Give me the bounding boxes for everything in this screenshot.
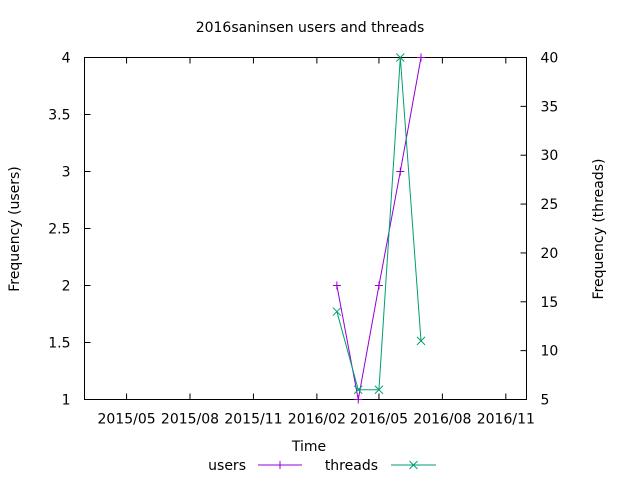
right-y-tick-label: 35 [541,99,559,115]
x-tick-label: 2016/02 [288,412,346,428]
left-y-axis-label: Frequency (users) [7,166,23,292]
right-y-tick-label: 5 [541,393,550,409]
x-tick-label: 2016/05 [350,412,408,428]
legend-marker-users [276,461,284,469]
threads-series-line [336,57,422,391]
threads-data-point [353,385,363,395]
threads-data-point [416,336,426,346]
marker-stroke [395,53,405,62]
x-tick-label: 2015/05 [97,412,155,428]
marker-stroke [416,336,426,346]
x-tick-label: 2016/08 [413,412,471,428]
users-data-point [416,53,425,62]
right-y-axis-label: Frequency (threads) [591,159,607,300]
marker-stroke [332,307,342,316]
threads-data-point [395,53,405,62]
users-data-point [374,281,383,290]
users-series-line [336,57,422,400]
series-layer [332,53,426,404]
users-data-point [354,395,363,404]
axes: 2015/05 2015/08 2015/11 2016/02 2016/05 2016/… [48,51,558,428]
left-y-tick-label: 3.5 [48,108,70,124]
left-y-tick-label: 1 [62,393,71,409]
legend-marker-threads [409,460,418,470]
right-y-tick-label: 20 [541,246,559,262]
left-y-tick-label: 2.5 [48,222,70,238]
left-y-tick-label: 2 [62,279,71,295]
x-tick-label: 2016/11 [477,412,535,428]
marker-stroke [374,385,384,395]
right-y-tick-label: 10 [541,344,559,360]
left-y-tick-label: 1.5 [48,336,70,352]
marker-stroke [353,385,363,395]
right-y-tick-label: 30 [541,148,559,164]
x-tick-label: 2015/08 [161,412,219,428]
x-axis-label: Time [291,439,326,455]
left-y-tick-label: 4 [62,51,71,67]
left-y-tick-label: 3 [62,165,71,181]
legend-label-users: users [208,458,246,474]
users-data-point [332,281,341,290]
threads-data-point [332,307,342,316]
right-y-tick-label: 15 [541,295,559,311]
x-tick-label: 2015/11 [224,412,282,428]
marker-stroke [409,460,418,470]
legend-label-threads: threads [325,458,378,474]
legend: users threads [208,458,436,474]
threads-data-point [374,385,384,395]
chart-title: 2016saninsen users and threads [196,20,425,36]
plot-frame [84,57,527,400]
users-data-point [396,167,405,176]
right-y-tick-label: 25 [541,197,559,213]
right-y-tick-label: 40 [541,51,559,67]
